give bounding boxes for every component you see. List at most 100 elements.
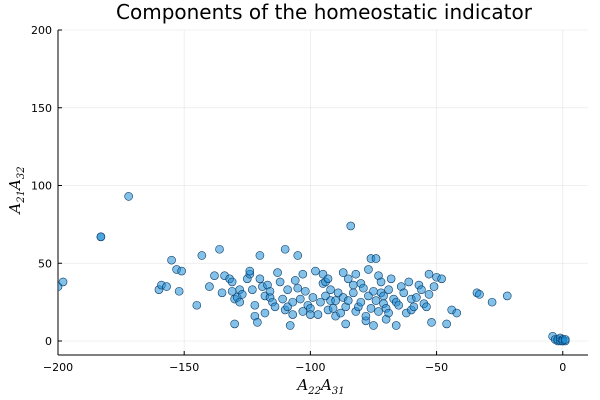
data-point <box>162 282 171 291</box>
data-point <box>326 285 335 294</box>
data-point <box>313 310 323 319</box>
data-point <box>288 297 298 307</box>
data-point <box>371 254 381 263</box>
data-point <box>399 288 409 298</box>
data-point <box>248 285 257 294</box>
data-point <box>374 307 383 316</box>
data-point <box>255 274 265 284</box>
axes <box>57 29 588 356</box>
data-point <box>343 274 353 284</box>
data-point <box>260 308 270 318</box>
data-point <box>391 321 401 330</box>
data-point <box>96 232 106 242</box>
x-tick-label: −100 <box>295 361 325 374</box>
data-point <box>336 308 345 318</box>
data-point <box>210 271 219 280</box>
data-point <box>270 302 280 312</box>
data-points <box>58 192 570 346</box>
data-point <box>253 318 262 327</box>
data-point <box>298 307 308 316</box>
y-tick-label: 150 <box>31 102 52 115</box>
data-point <box>338 268 348 277</box>
x-tick-label: −50 <box>425 361 448 374</box>
data-point <box>369 321 378 330</box>
data-point <box>384 308 393 318</box>
data-point <box>364 265 373 274</box>
data-point <box>192 300 202 310</box>
data-point <box>295 294 305 304</box>
data-point <box>293 283 303 293</box>
data-point <box>323 274 333 284</box>
data-point <box>227 277 237 287</box>
data-point <box>356 297 366 307</box>
data-point <box>197 251 207 260</box>
data-point <box>437 274 446 284</box>
tick-labels: −200 −150 −100 −50 0 0 50 100 150 200 <box>31 24 566 374</box>
data-point <box>427 318 436 327</box>
y-tick-label: 50 <box>38 257 52 270</box>
data-point <box>311 266 320 276</box>
data-point <box>298 269 308 279</box>
data-point <box>273 268 282 277</box>
data-point <box>417 285 426 294</box>
data-point <box>331 296 340 305</box>
data-point <box>288 310 298 319</box>
data-point <box>174 286 184 296</box>
data-point <box>293 251 303 260</box>
data-point <box>250 300 260 310</box>
data-point <box>124 192 133 201</box>
grid <box>57 29 588 355</box>
data-point <box>290 276 300 285</box>
chart-title: Components of the homeostatic indicator <box>116 0 533 24</box>
data-point <box>361 311 371 321</box>
x-axis-label-group: A22A31 <box>295 376 344 397</box>
data-point <box>560 335 570 344</box>
data-point <box>394 300 404 310</box>
data-point <box>205 282 214 291</box>
data-point <box>328 304 338 313</box>
y-axis-label-group: A21A32 <box>6 166 27 215</box>
data-point <box>346 221 356 231</box>
data-point <box>452 308 462 318</box>
data-point <box>283 285 292 294</box>
data-point <box>235 297 245 307</box>
data-point <box>366 304 376 313</box>
data-point <box>475 290 484 299</box>
data-point <box>442 319 451 329</box>
data-point <box>422 302 431 312</box>
data-point <box>351 269 361 279</box>
data-point <box>343 296 353 305</box>
y-tick-label: 200 <box>31 24 52 37</box>
data-point <box>255 251 265 260</box>
data-point <box>237 290 247 299</box>
data-point <box>404 277 414 287</box>
data-point <box>429 282 439 291</box>
data-point <box>285 321 295 330</box>
data-point <box>341 319 351 329</box>
data-point <box>217 288 227 298</box>
data-point <box>306 310 315 319</box>
data-point <box>409 302 419 312</box>
data-point <box>245 266 255 276</box>
data-point <box>502 291 512 301</box>
x-tick-label: −200 <box>43 361 73 374</box>
y-tick-label: 0 <box>45 335 52 348</box>
data-point <box>215 244 224 254</box>
data-point <box>412 293 421 302</box>
y-axis-label: A21A32 <box>6 166 27 215</box>
y-tick-label: 100 <box>31 180 52 193</box>
x-tick-label: 0 <box>559 361 566 374</box>
data-point <box>167 255 176 265</box>
data-point <box>348 288 358 298</box>
data-point <box>177 266 186 276</box>
x-tick-label: −150 <box>169 361 199 374</box>
data-point <box>280 244 290 254</box>
data-point <box>487 297 497 307</box>
data-point <box>301 286 310 296</box>
data-point <box>424 269 434 279</box>
data-point <box>348 280 358 290</box>
data-point <box>424 290 434 299</box>
data-point <box>371 296 381 305</box>
data-point <box>278 294 287 304</box>
data-point <box>376 277 386 287</box>
